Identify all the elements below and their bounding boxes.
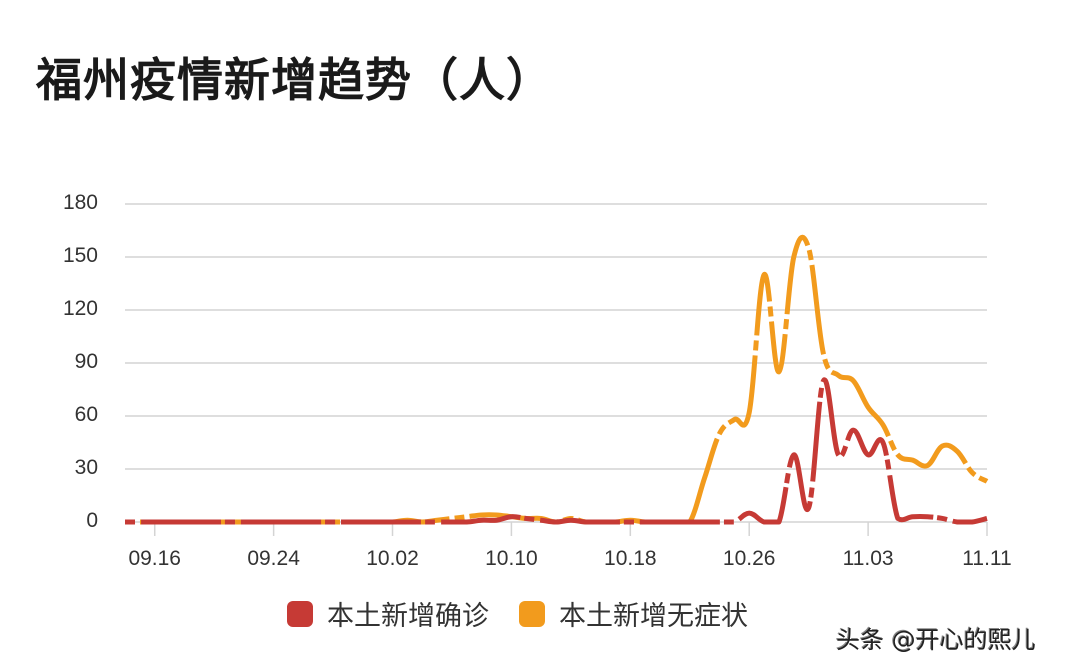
y-tick-label: 30 <box>74 456 98 479</box>
y-tick-label: 150 <box>62 244 98 267</box>
legend-swatch-confirmed <box>287 600 313 627</box>
series-confirmed-line <box>125 377 988 525</box>
y-tick-label: 0 <box>86 509 98 532</box>
legend: 本土新增确诊 本土新增无症状 <box>287 594 764 633</box>
legend-label-confirmed: 本土新增确诊 <box>327 601 489 632</box>
y-tick-label: 60 <box>74 403 98 426</box>
x-tick-label: 10.02 <box>366 547 419 570</box>
x-tick-label: 10.18 <box>604 547 657 570</box>
y-tick-label: 90 <box>74 350 98 373</box>
y-tick-label: 120 <box>62 297 98 320</box>
chart-title: 福州疫情新增趋势（人） <box>36 53 553 107</box>
legend-item-asymptomatic[interactable]: 本土新增无症状 <box>519 594 748 633</box>
x-tick-label: 11.03 <box>842 547 894 570</box>
x-tick-label: 09.24 <box>247 547 300 570</box>
y-tick-label: 180 <box>62 191 98 214</box>
x-tick-label: 10.10 <box>485 547 538 570</box>
series-asymptomatic-line <box>125 234 989 525</box>
legend-label-asymptomatic: 本土新增无症状 <box>559 601 748 632</box>
legend-item-confirmed[interactable]: 本土新增确诊 <box>287 594 489 633</box>
watermark: 头条 @开心的熙儿 <box>836 626 1036 654</box>
x-tick-label: 09.16 <box>128 547 181 570</box>
x-tick-label: 11.11 <box>962 547 1012 570</box>
legend-swatch-asymptomatic <box>519 600 545 627</box>
x-tick-label: 10.26 <box>722 547 776 570</box>
